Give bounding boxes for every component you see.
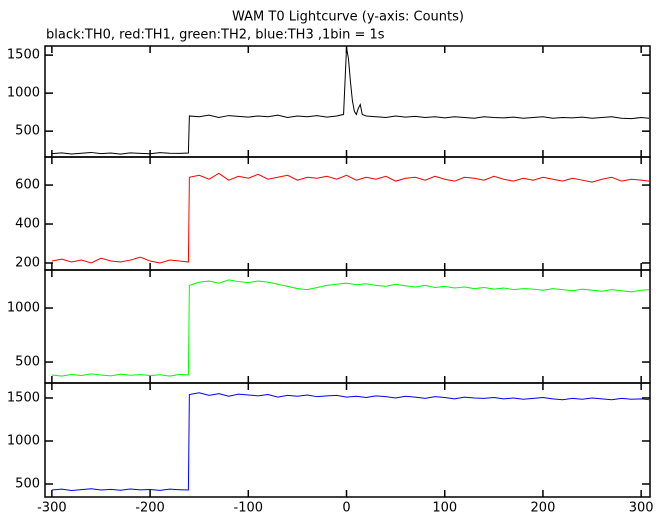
- y-tick-label: 200: [15, 255, 40, 270]
- plot-frame: [44, 382, 651, 498]
- y-tick-label: 500: [15, 477, 40, 492]
- x-tick-label: 100: [432, 501, 457, 515]
- y-tick-label: 500: [15, 355, 40, 370]
- y-tick-label: 500: [15, 124, 40, 139]
- plot-frame: [44, 269, 651, 384]
- data-line: [51, 392, 650, 491]
- y-tick-label: 1500: [7, 48, 40, 63]
- data-line: [51, 172, 650, 264]
- data-line: [51, 279, 650, 377]
- plot-frame: [44, 45, 651, 158]
- y-tick-label: 1000: [7, 433, 40, 448]
- x-tick-label: 300: [629, 501, 654, 515]
- y-tick-label: 400: [15, 217, 40, 232]
- y-tick-label: 1000: [7, 86, 40, 101]
- x-tick-label: -300: [37, 501, 67, 515]
- y-tick-label: 1500: [7, 390, 40, 405]
- plot-frame: [44, 156, 651, 271]
- chart-subtitle: black:TH0, red:TH1, green:TH2, blue:TH3 …: [46, 28, 385, 43]
- data-line: [51, 47, 650, 155]
- x-tick-label: -100: [234, 501, 264, 515]
- x-tick-label: 0: [342, 501, 350, 515]
- chart-title: WAM T0 Lightcurve (y-axis: Counts): [232, 10, 464, 25]
- x-tick-label: 200: [531, 501, 556, 515]
- y-tick-label: 1000: [7, 301, 40, 316]
- x-tick-label: -200: [135, 501, 165, 515]
- y-tick-label: 600: [15, 178, 40, 193]
